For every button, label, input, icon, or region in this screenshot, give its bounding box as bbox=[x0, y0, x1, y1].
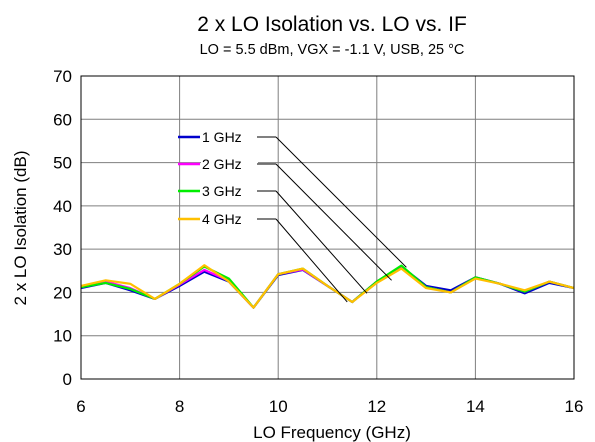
y-tick-label: 40 bbox=[53, 197, 72, 216]
plot-border bbox=[80, 75, 575, 380]
x-tick-label: 16 bbox=[565, 397, 584, 416]
legend-label-4: 4 GHz bbox=[202, 211, 242, 227]
gridlines bbox=[81, 76, 574, 379]
y-tick-label: 50 bbox=[53, 154, 72, 173]
legend-label-background bbox=[201, 181, 258, 200]
y-tick-label: 0 bbox=[63, 370, 72, 389]
chart-title: 2 x LO Isolation vs. LO vs. IF bbox=[197, 13, 467, 36]
series-line-4 bbox=[80, 264, 575, 309]
legend-leader-line bbox=[275, 190, 368, 294]
legend-label-3: 3 GHz bbox=[202, 183, 242, 199]
y-tick-label: 10 bbox=[53, 327, 72, 346]
chart-subtitle: LO = 5.5 dBm, VGX = -1.1 V, USB, 25 °C bbox=[200, 42, 465, 58]
x-tick-label: 10 bbox=[269, 397, 288, 416]
y-tick-label: 70 bbox=[53, 67, 72, 86]
x-tick-label: 14 bbox=[466, 397, 485, 416]
legend-leader-line bbox=[275, 218, 348, 303]
axes: 6 8 10 12 14 16 0 10 20 30 40 50 60 70 bbox=[53, 67, 583, 416]
legend-label-background bbox=[201, 127, 258, 146]
legend-leader-line bbox=[275, 163, 392, 281]
y-tick-label: 20 bbox=[53, 283, 72, 302]
series-lines bbox=[80, 264, 575, 309]
y-tick-label: 30 bbox=[53, 240, 72, 259]
legend-label-background bbox=[201, 154, 258, 173]
legend-leader-line bbox=[275, 136, 407, 268]
legend-label-1: 1 GHz bbox=[202, 129, 242, 145]
y-axis-label: 2 x LO Isolation (dB) bbox=[11, 151, 30, 306]
legend: 1 GHz 2 GHz 3 GHz 4 GHz bbox=[178, 127, 407, 303]
series-line-2 bbox=[80, 266, 575, 309]
titles: 2 x LO Isolation vs. LO vs. IF LO = 5.5 … bbox=[11, 13, 467, 442]
y-tick-label: 60 bbox=[53, 110, 72, 129]
legend-label-background bbox=[201, 209, 258, 228]
x-tick-label: 6 bbox=[76, 397, 85, 416]
x-axis-label: LO Frequency (GHz) bbox=[253, 423, 411, 442]
x-tick-label: 12 bbox=[367, 397, 386, 416]
legend-label-2: 2 GHz bbox=[202, 156, 242, 172]
x-tick-label: 8 bbox=[175, 397, 184, 416]
